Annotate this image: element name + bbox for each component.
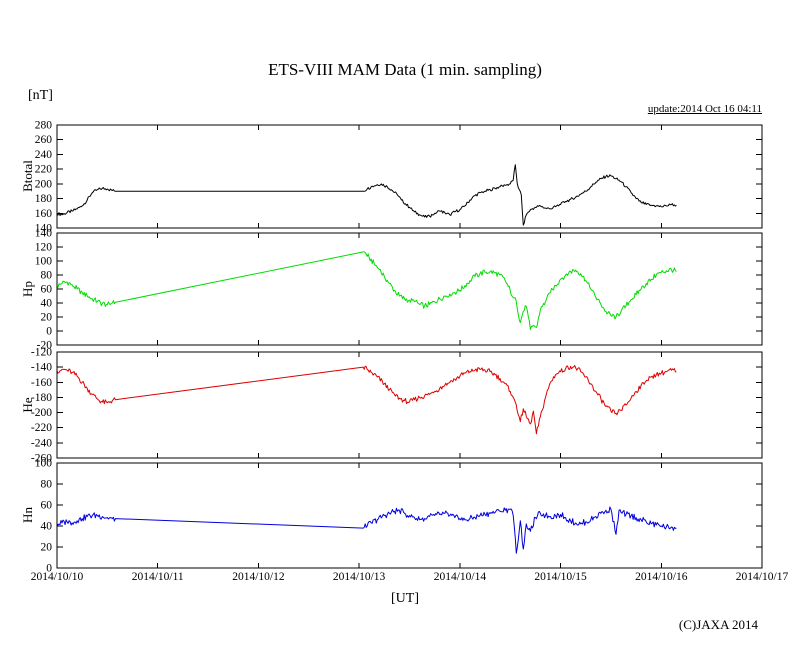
y-tick-label: -200 xyxy=(31,407,52,419)
y-tick-label: 240 xyxy=(35,149,53,161)
y-tick-label: 80 xyxy=(41,270,53,282)
chart-title: ETS-VIII MAM Data (1 min. sampling) xyxy=(268,60,542,79)
x-tick-label: 2014/10/13 xyxy=(332,571,386,583)
y-tick-label: 220 xyxy=(35,164,53,176)
y-tick-label: 280 xyxy=(35,120,53,132)
y-tick-label: 260 xyxy=(35,134,53,146)
x-axis-label: [UT] xyxy=(391,591,419,606)
y-tick-label: 100 xyxy=(35,458,53,470)
y-tick-label: 80 xyxy=(41,479,53,491)
y-tick-label: 20 xyxy=(41,542,53,554)
y-tick-label: 20 xyxy=(41,312,53,324)
x-tick-label: 2014/10/15 xyxy=(534,571,587,583)
y-tick-label: 60 xyxy=(41,500,53,512)
y-tick-label: -160 xyxy=(31,377,52,389)
axis-label-btotal: Btotal xyxy=(20,160,35,192)
y-tick-label: 180 xyxy=(35,193,53,205)
series-he-line xyxy=(56,365,677,435)
y-tick-label: 140 xyxy=(35,228,53,240)
x-tick-label: 2014/10/10 xyxy=(30,571,84,583)
y-tick-label: -140 xyxy=(31,362,52,374)
x-tick-label: 2014/10/14 xyxy=(433,571,487,583)
y-tick-label: -220 xyxy=(31,422,52,434)
series-hp-line xyxy=(56,251,677,331)
x-tick-label: 2014/10/16 xyxy=(635,571,688,583)
y-tick-label: 40 xyxy=(41,521,53,533)
panel-border xyxy=(56,232,763,346)
series-btotal-line xyxy=(56,164,677,226)
y-tick-label: 160 xyxy=(35,208,53,220)
y-tick-label: 200 xyxy=(35,178,53,190)
update-timestamp: update:2014 Oct 16 04:11 xyxy=(647,103,762,115)
axis-label-he: He xyxy=(20,397,35,413)
y-unit-label: [nT] xyxy=(28,88,53,103)
series-hn-line xyxy=(56,506,677,554)
panel-border xyxy=(56,462,763,569)
x-tick-label: 2014/10/17 xyxy=(735,571,789,583)
x-tick-label: 2014/10/12 xyxy=(232,571,285,583)
y-tick-label: -20 xyxy=(37,340,53,352)
y-tick-label: 120 xyxy=(35,242,53,254)
axis-label-hp: Hp xyxy=(20,281,35,297)
y-tick-label: 40 xyxy=(41,298,53,310)
axis-label-hn: Hn xyxy=(20,507,35,523)
y-tick-label: 0 xyxy=(46,563,52,575)
y-tick-label: 100 xyxy=(35,256,53,268)
y-tick-label: 0 xyxy=(46,326,52,338)
y-tick-label: -120 xyxy=(31,347,52,359)
y-tick-label: -240 xyxy=(31,437,52,449)
copyright-text: (C)JAXA 2014 xyxy=(678,617,758,632)
panel-border xyxy=(56,124,763,229)
y-tick-label: -260 xyxy=(31,453,52,465)
y-tick-label: 60 xyxy=(41,284,53,296)
x-tick-label: 2014/10/11 xyxy=(131,571,184,583)
panel-border xyxy=(56,351,763,459)
y-tick-label: 140 xyxy=(35,223,53,235)
y-tick-label: -180 xyxy=(31,392,52,404)
